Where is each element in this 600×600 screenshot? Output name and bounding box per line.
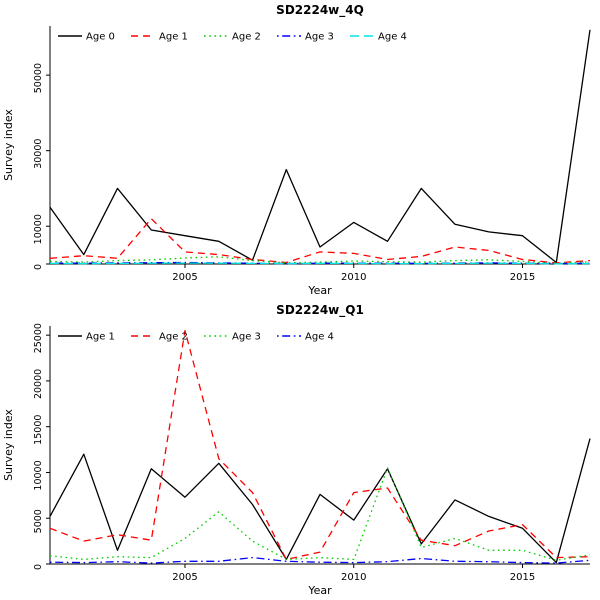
- series-line-age-1: [49, 218, 591, 264]
- y-tick-label: 15000: [33, 415, 44, 445]
- legend-item: Age 1: [131, 32, 188, 43]
- legend-item: Age 2: [131, 332, 188, 343]
- legend-item: Age 0: [58, 32, 115, 43]
- x-tick-label: 2015: [510, 572, 535, 583]
- chart-title: SD2224w_4Q: [276, 3, 364, 18]
- y-tick-label: 10000: [33, 460, 44, 490]
- legend-label: Age 0: [86, 32, 115, 43]
- x-tick-label: 2005: [172, 272, 197, 283]
- series-line-age-0: [49, 29, 591, 264]
- legend: Age 1 Age 2 Age 3 Age 4: [58, 332, 334, 343]
- series-line-age-4: [49, 262, 591, 265]
- x-axis-label: Year: [307, 284, 332, 297]
- series-line-age-4: [49, 556, 591, 564]
- y-tick-label: 0: [33, 264, 44, 270]
- y-tick-label: 25000: [33, 323, 44, 353]
- legend-item: Age 1: [58, 332, 115, 343]
- legend-label: Age 4: [378, 32, 407, 43]
- chart-q1-canvas: SD2224w_Q1 2005 2010 2015 0 5000 10000 15000 200…: [2, 303, 591, 597]
- x-tick-label: 2010: [341, 572, 366, 583]
- axes: [49, 326, 590, 565]
- legend-label: Age 1: [159, 32, 188, 43]
- chart-title: SD2224w_Q1: [276, 303, 364, 318]
- legend-label: Age 2: [232, 32, 261, 43]
- y-axis-label: Survey index: [2, 109, 15, 181]
- x-tick-label: 2005: [172, 572, 197, 583]
- legend-item: Age 4: [277, 332, 334, 343]
- legend-label: Age 4: [305, 332, 334, 343]
- x-axis-label: Year: [307, 584, 332, 597]
- x-tick-label: 2010: [341, 272, 366, 283]
- y-tick-label: 5000: [33, 509, 44, 533]
- y-tick-label: 20000: [33, 369, 44, 399]
- y-tick-label: 10000: [33, 214, 44, 244]
- y-tick-label: 30000: [33, 139, 44, 169]
- axes: [49, 26, 590, 265]
- x-tick-label: 2015: [510, 272, 535, 283]
- series-line-age-3: [49, 467, 591, 561]
- y-tick-label: 0: [33, 564, 44, 570]
- chart-4q-canvas: SD2224w_4Q 2005 2010 2015 0 10000 30000 50000 Ye…: [2, 3, 591, 297]
- legend-label: Age 3: [232, 332, 261, 343]
- series-line-age-2: [49, 256, 591, 264]
- y-axis-label: Survey index: [2, 409, 15, 481]
- legend: Age 0 Age 1 Age 2 Age 3 Age 4: [58, 32, 407, 43]
- series-line-age-2: [49, 329, 591, 561]
- chart-sd2224w-q1: SD2224w_Q1 2005 2010 2015 0 5000 10000 15000 200…: [0, 300, 600, 600]
- chart-sd2224w-4q: SD2224w_4Q 2005 2010 2015 0 10000 30000 50000 Ye…: [2, 3, 591, 297]
- legend-item: Age 3: [277, 32, 334, 43]
- legend-label: Age 2: [159, 332, 188, 343]
- series-line-age-1: [49, 438, 591, 564]
- legend-item: Age 3: [204, 332, 261, 343]
- legend-label: Age 1: [86, 332, 115, 343]
- y-tick-label: 50000: [33, 63, 44, 93]
- legend-item: Age 4: [350, 32, 407, 43]
- legend-item: Age 2: [204, 32, 261, 43]
- legend-label: Age 3: [305, 32, 334, 43]
